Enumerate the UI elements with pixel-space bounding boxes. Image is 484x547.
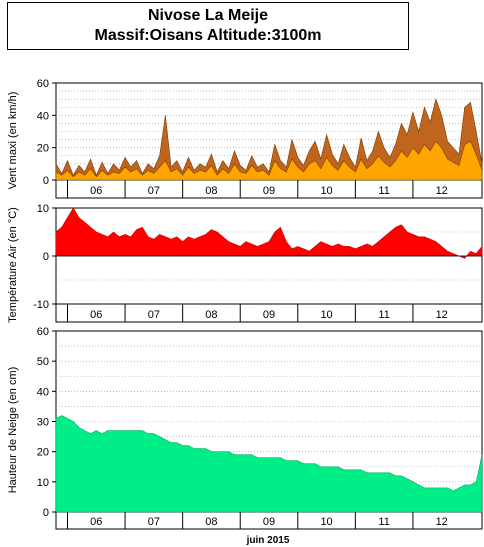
chart-title-line2: Massif:Oisans Altitude:3100m [94,27,322,44]
chart-panel-3: 0 10 20 30 40 50 60 06 07 08 09 10 11 12 Hauteur de Ne… [7,326,483,530]
month-label: 07 [148,185,160,197]
y-tick-label: 40 [37,386,49,398]
series-area-2 [55,140,483,181]
chart-title-box: Nivose La Meije Massif:Oisans Altitude:3… [7,2,409,50]
month-label: 11 [378,309,389,321]
panel-frame [55,207,483,323]
y-tick-label: 0 [43,507,49,519]
month-label: 12 [436,309,448,321]
month-label: 09 [263,516,275,528]
y-tick-label: 50 [37,356,49,368]
y-axis-label: Hauteur de Neige (en cm) [7,367,19,494]
month-label: 10 [320,185,332,197]
month-label: 06 [90,516,102,528]
month-label: 08 [205,516,217,528]
month-label: 07 [148,309,160,321]
y-tick-label: 60 [37,326,49,338]
month-label: 09 [263,309,275,321]
y-tick-label: 0 [43,175,49,187]
month-label: 06 [90,185,102,197]
y-tick-label: 10 [37,477,49,489]
month-label: 09 [263,185,275,197]
month-label: 12 [436,516,448,528]
y-tick-label: 20 [37,447,49,459]
y-axis-label: Température Air (en °C) [7,207,19,323]
month-label: 10 [320,516,332,528]
month-label: 08 [205,185,217,197]
chart-title-line1: Nivose La Meije [147,7,269,24]
y-tick-label: 20 [37,143,49,155]
y-tick-label: 10 [37,203,49,215]
month-label: 12 [436,185,448,197]
y-tick-label: -10 [33,299,49,311]
y-tick-label: 60 [37,78,49,90]
y-tick-label: 30 [37,417,49,429]
month-label: 10 [320,309,332,321]
month-label: 11 [378,516,389,528]
x-axis-label: juin 2015 [246,535,290,546]
month-label: 06 [90,309,102,321]
month-label: 11 [378,185,389,197]
y-axis-label: Vent maxi (en km/h) [7,92,19,190]
month-label: 08 [205,309,217,321]
chart-panel-1: 0 20 40 60 06 07 08 09 10 11 12 Vent maxi (en km/h) [7,78,483,199]
panel-frame [55,82,483,199]
series-area-1 [55,207,483,259]
month-label: 07 [148,516,160,528]
series-area-1 [55,415,483,513]
y-tick-label: 0 [43,251,49,263]
y-tick-label: 40 [37,110,49,122]
chart-panel-2: -10 0 10 06 07 08 09 10 11 12 Température Air (en … [7,203,483,323]
